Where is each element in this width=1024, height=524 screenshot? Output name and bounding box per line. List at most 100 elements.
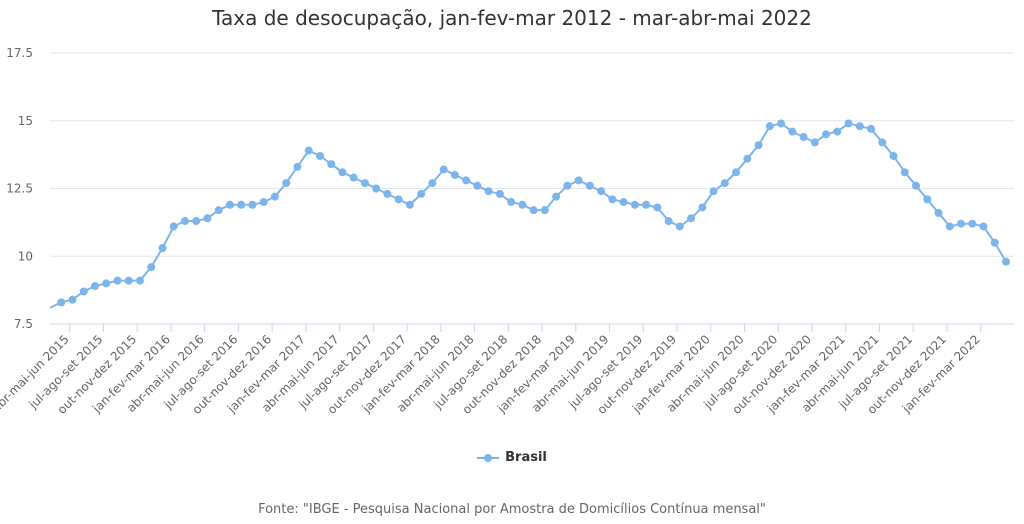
data-point[interactable]: [90, 282, 99, 291]
source-note: Fonte: "IBGE - Pesquisa Nacional por Amo…: [258, 502, 766, 517]
data-point[interactable]: [214, 206, 223, 215]
data-point[interactable]: [518, 200, 527, 209]
series-line-brasil: [49, 122, 1007, 309]
data-point[interactable]: [900, 168, 909, 177]
data-point[interactable]: [574, 176, 583, 185]
data-point[interactable]: [878, 138, 887, 147]
data-point[interactable]: [147, 263, 156, 272]
data-point[interactable]: [833, 127, 842, 136]
data-point[interactable]: [304, 146, 313, 155]
data-point[interactable]: [653, 203, 662, 212]
data-point[interactable]: [698, 203, 707, 212]
legend-marker-icon: [477, 453, 500, 462]
data-point[interactable]: [867, 124, 876, 133]
data-point[interactable]: [270, 192, 279, 201]
data-point[interactable]: [113, 276, 122, 285]
data-point[interactable]: [79, 287, 88, 296]
line-chart: 7.5 10 12.5 15 17.5 abr-mai-jun 2015jul-ago-…: [0, 46, 1014, 417]
data-point[interactable]: [428, 179, 437, 188]
data-point[interactable]: [102, 279, 111, 288]
data-point[interactable]: [585, 181, 594, 190]
data-point[interactable]: [754, 141, 763, 150]
data-point[interactable]: [799, 133, 808, 142]
data-point[interactable]: [777, 119, 786, 128]
data-point[interactable]: [642, 200, 651, 209]
data-point[interactable]: [664, 217, 673, 226]
data-point[interactable]: [417, 189, 426, 198]
data-point[interactable]: [192, 217, 201, 226]
data-point[interactable]: [383, 189, 392, 198]
grid-lines: [50, 52, 1014, 325]
data-point[interactable]: [495, 189, 504, 198]
data-point[interactable]: [619, 198, 628, 207]
data-point[interactable]: [563, 181, 572, 190]
data-point[interactable]: [968, 219, 977, 228]
data-point[interactable]: [349, 173, 358, 182]
y-axis: 7.5 10 12.5 15 17.5: [6, 46, 33, 331]
data-point[interactable]: [338, 168, 347, 177]
data-point[interactable]: [630, 200, 639, 209]
data-point[interactable]: [743, 154, 752, 163]
data-point[interactable]: [124, 276, 133, 285]
y-tick-label: 15: [18, 114, 33, 128]
data-point[interactable]: [608, 195, 617, 204]
data-point[interactable]: [687, 214, 696, 223]
chart-title: Taxa de desocupação, jan-fev-mar 2012 - …: [212, 6, 812, 30]
data-point[interactable]: [597, 187, 606, 196]
y-tick-label: 10: [18, 249, 33, 263]
data-point[interactable]: [394, 195, 403, 204]
data-point[interactable]: [450, 170, 459, 179]
data-point[interactable]: [237, 200, 246, 209]
data-point[interactable]: [135, 276, 144, 285]
data-point[interactable]: [675, 222, 684, 231]
data-point[interactable]: [552, 192, 561, 201]
data-point[interactable]: [732, 168, 741, 177]
data-point[interactable]: [979, 222, 988, 231]
data-point[interactable]: [259, 198, 268, 207]
series-brasil[interactable]: [49, 119, 1010, 309]
data-point[interactable]: [912, 181, 921, 190]
data-point[interactable]: [462, 176, 471, 185]
data-point[interactable]: [720, 179, 729, 188]
data-point[interactable]: [765, 122, 774, 131]
data-point[interactable]: [473, 181, 482, 190]
data-point[interactable]: [282, 179, 291, 188]
data-point[interactable]: [889, 151, 898, 160]
data-point[interactable]: [990, 238, 999, 247]
data-point[interactable]: [529, 206, 538, 215]
data-point[interactable]: [934, 208, 943, 217]
data-point[interactable]: [822, 130, 831, 139]
data-point[interactable]: [439, 165, 448, 174]
data-point[interactable]: [957, 219, 966, 228]
data-point[interactable]: [372, 184, 381, 193]
data-point[interactable]: [945, 222, 954, 231]
data-point[interactable]: [315, 151, 324, 160]
data-point[interactable]: [855, 122, 864, 131]
data-point[interactable]: [248, 200, 257, 209]
data-point[interactable]: [158, 244, 167, 253]
legend[interactable]: Brasil: [0, 450, 1024, 465]
data-point[interactable]: [293, 162, 302, 171]
data-point[interactable]: [225, 200, 234, 209]
y-tick-label: 7.5: [14, 317, 33, 331]
data-point[interactable]: [484, 187, 493, 196]
legend-label-brasil: Brasil: [505, 450, 547, 465]
data-point[interactable]: [810, 138, 819, 147]
data-point[interactable]: [788, 127, 797, 136]
y-tick-label: 12.5: [6, 182, 33, 196]
data-point[interactable]: [169, 222, 178, 231]
data-point[interactable]: [1002, 257, 1010, 266]
y-tick-label: 17.5: [6, 46, 33, 60]
data-point[interactable]: [68, 295, 77, 304]
data-point[interactable]: [923, 195, 932, 204]
data-point[interactable]: [844, 119, 853, 128]
data-point[interactable]: [405, 200, 414, 209]
data-point[interactable]: [203, 214, 212, 223]
data-point[interactable]: [327, 160, 336, 169]
data-point[interactable]: [540, 206, 549, 215]
data-point[interactable]: [709, 187, 718, 196]
data-point[interactable]: [180, 217, 189, 226]
data-point[interactable]: [360, 179, 369, 188]
data-point[interactable]: [57, 298, 66, 307]
data-point[interactable]: [507, 198, 516, 207]
